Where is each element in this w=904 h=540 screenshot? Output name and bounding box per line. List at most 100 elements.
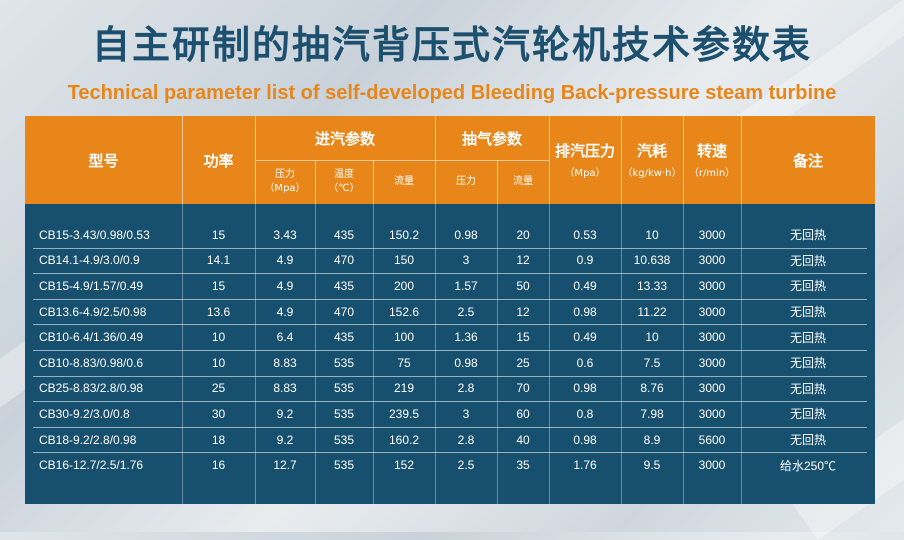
body-divider <box>315 204 316 504</box>
cell-xp: 0.49 <box>573 278 597 293</box>
cell-ef: 40 <box>516 432 530 447</box>
cell-sp: 3000 <box>698 381 726 396</box>
cell-ef: 50 <box>516 278 530 293</box>
header-divider <box>549 116 550 204</box>
cell-power: 13.6 <box>206 304 231 319</box>
cell-ip: 4.9 <box>276 278 294 293</box>
cell-sp: 3000 <box>698 227 726 242</box>
table-row: CB15-4.9/1.57/0.49 15 4.9 435 200 1.57 50 0.49 1… <box>25 273 875 299</box>
cell-rm: 给水250℃ <box>779 458 837 473</box>
header-extraction-group: 抽气参数 <box>461 129 522 148</box>
table-row: CB16-12.7/2.5/1.76 16 12.7 535 152 2.5 35 1.76 9… <box>25 452 875 478</box>
cell-ep: 0.98 <box>454 355 478 370</box>
cell-ip: 4.9 <box>276 253 294 268</box>
cell-ep: 3 <box>462 253 470 268</box>
cell-sc: 9.5 <box>643 458 661 473</box>
cell-model: CB15-4.9/1.57/0.49 <box>39 278 144 293</box>
cell-ip: 6.4 <box>276 330 294 345</box>
cell-rm: 无回热 <box>789 253 826 268</box>
header-exhaust-unit: （Mpa） <box>564 167 606 179</box>
header-exhaust-label: 排汽压力 <box>554 141 615 160</box>
cell-xp: 0.98 <box>573 432 597 447</box>
cell-if: 239.5 <box>388 406 420 421</box>
body-divider <box>683 204 684 504</box>
cell-ef: 25 <box>516 355 530 370</box>
cell-xp: 0.8 <box>576 406 594 421</box>
cell-sp: 3000 <box>698 253 726 268</box>
cell-xp: 0.9 <box>576 253 594 268</box>
table-row: CB10-8.83/0.98/0.6 10 8.83 535 75 0.98 25 0.6 7.… <box>25 350 875 376</box>
cell-xp: 0.6 <box>576 355 594 370</box>
header-inlet-temp: 温度 （℃） <box>315 160 373 204</box>
parameter-table: 型号 功率 进汽参数 压力 （Mpa） 温度 （℃） 流量 抽气参数 压力 流量… <box>25 116 875 504</box>
cell-ip: 3.43 <box>273 227 297 242</box>
cell-ef: 60 <box>516 406 530 421</box>
cell-it: 535 <box>333 355 355 370</box>
header-inlet-temp-unit: （℃） <box>328 183 360 194</box>
cell-power: 10 <box>211 330 226 345</box>
cell-if: 75 <box>397 355 411 370</box>
header-divider <box>683 116 684 204</box>
table-header: 型号 功率 进汽参数 压力 （Mpa） 温度 （℃） 流量 抽气参数 压力 流量… <box>25 116 875 204</box>
row-divider <box>33 324 867 326</box>
cell-if: 219 <box>393 381 415 396</box>
row-divider <box>33 350 867 351</box>
cell-sc: 7.5 <box>643 355 661 370</box>
header-speed-label: 转速 <box>696 141 727 160</box>
row-divider <box>33 273 867 275</box>
body-divider <box>182 204 183 504</box>
cell-ep: 2.8 <box>457 381 475 396</box>
cell-sc: 10 <box>645 227 659 242</box>
cell-ip: 8.83 <box>273 381 297 396</box>
body-divider <box>549 204 550 504</box>
cell-it: 535 <box>333 406 355 421</box>
header-divider <box>315 160 316 204</box>
cell-if: 150.2 <box>388 227 420 242</box>
table-row: CB30-9.2/3.0/0.8 30 9.2 535 239.5 3 60 0.8 7.98 3… <box>25 401 875 427</box>
cell-sc: 10.638 <box>633 253 671 268</box>
cell-ip: 9.2 <box>276 406 294 421</box>
row-divider <box>33 298 867 300</box>
cell-ep: 2.5 <box>457 458 475 473</box>
header-speed: 转速 （r/min） <box>683 116 741 204</box>
cell-if: 150 <box>393 253 415 268</box>
cell-rm: 无回热 <box>789 305 826 320</box>
cell-sc: 11.22 <box>637 304 667 319</box>
header-divider <box>182 116 183 204</box>
cell-ip: 12.7 <box>273 458 297 473</box>
cell-power: 25 <box>211 381 226 396</box>
cell-model: CB14.1-4.9/3.0/0.9 <box>39 253 140 268</box>
cell-ep: 2.8 <box>457 432 475 447</box>
row-divider <box>33 426 867 428</box>
cell-rm: 无回热 <box>789 407 826 422</box>
cell-model: CB15-3.43/0.98/0.53 <box>39 227 150 242</box>
cell-sp: 3000 <box>698 458 726 473</box>
cell-xp: 0.98 <box>573 381 597 396</box>
header-inlet-pressure-label: 压力 <box>275 169 295 180</box>
cell-rm: 无回热 <box>789 433 826 448</box>
header-steam-consumption-unit: （kg/kw·h） <box>622 167 682 179</box>
header-divider <box>741 116 742 204</box>
cell-sp: 3000 <box>698 304 726 319</box>
header-divider <box>255 160 549 161</box>
table-row: CB13.6-4.9/2.5/0.98 13.6 4.9 470 152.6 2.5 12 0… <box>25 299 875 325</box>
cell-sp: 3000 <box>698 330 726 345</box>
cell-rm: 无回热 <box>789 279 826 294</box>
table-body: CB15-3.43/0.98/0.53 15 3.43 435 150.2 0.98 20 0… <box>25 204 875 504</box>
body-divider <box>741 204 742 504</box>
cell-model: CB30-9.2/3.0/0.8 <box>39 406 130 421</box>
cell-model: CB18-9.2/2.8/0.98 <box>39 432 137 447</box>
cell-power: 18 <box>211 432 226 447</box>
cell-rm: 无回热 <box>789 381 826 396</box>
cell-rm: 无回热 <box>789 330 826 345</box>
cell-ep: 0.98 <box>454 227 478 242</box>
cell-power: 10 <box>211 355 226 370</box>
cell-ep: 3 <box>462 406 470 421</box>
cell-power: 15 <box>211 278 226 293</box>
page-title: 自主研制的抽汽背压式汽轮机技术参数表 <box>91 23 812 67</box>
cell-it: 435 <box>333 330 355 345</box>
header-divider <box>373 160 374 204</box>
header-speed-unit: （r/min） <box>688 167 736 179</box>
cell-ip: 8.83 <box>273 355 297 370</box>
cell-it: 535 <box>333 458 355 473</box>
